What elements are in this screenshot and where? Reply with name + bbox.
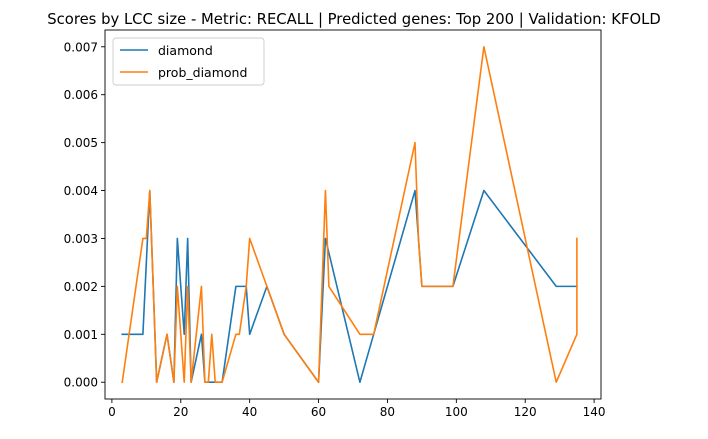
y-tick-label: 0.004 <box>64 184 98 198</box>
legend-box <box>112 37 265 86</box>
x-tick-label: 20 <box>173 405 188 419</box>
y-tick-label: 0.005 <box>64 136 98 150</box>
chart-title: Scores by LCC size - Metric: RECALL | Pr… <box>47 11 661 28</box>
y-axis: 0.000 0.001 0.002 0.003 0.004 0.005 0.006 0.007 <box>64 40 105 390</box>
y-tick-label: 0.002 <box>64 280 98 294</box>
legend: diamond prob_diamond <box>112 37 265 86</box>
y-tick-label: 0.000 <box>64 376 98 390</box>
y-tick-label: 0.001 <box>64 328 98 342</box>
x-tick-label: 40 <box>242 405 257 419</box>
legend-label-prob-diamond: prob_diamond <box>158 65 247 80</box>
x-tick-label: 60 <box>311 405 326 419</box>
x-tick-label: 80 <box>380 405 395 419</box>
x-axis: 0 20 40 60 80 100 120 140 <box>108 399 606 419</box>
y-tick-label: 0.007 <box>64 40 98 54</box>
x-tick-label: 100 <box>445 405 468 419</box>
series-line-prob-diamond <box>121 45 578 384</box>
x-tick-label: 120 <box>514 405 537 419</box>
x-tick-label: 0 <box>108 405 116 419</box>
y-tick-label: 0.006 <box>64 88 98 102</box>
axes-frame <box>104 29 602 400</box>
legend-label-diamond: diamond <box>158 43 213 58</box>
y-tick-label: 0.003 <box>64 232 98 246</box>
x-tick-label: 140 <box>583 405 606 419</box>
plot-area <box>121 45 578 384</box>
